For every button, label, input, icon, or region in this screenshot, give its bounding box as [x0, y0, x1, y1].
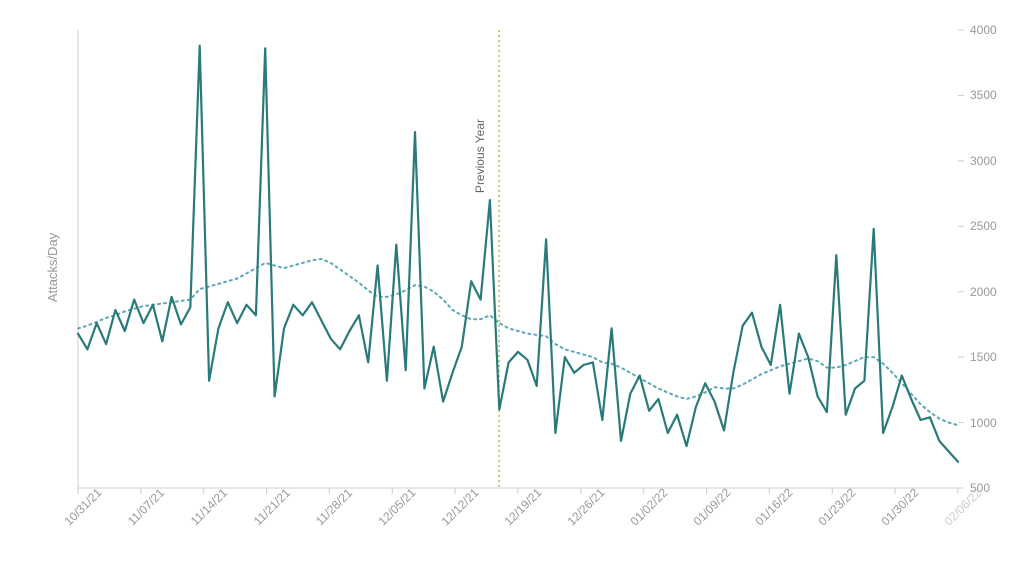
chart-plot-svg — [0, 0, 1024, 576]
annotation-previous-year: Previous Year — [473, 119, 487, 193]
attacks-chart: Attacks/Day 5001000150020002500300035004… — [0, 0, 1024, 576]
